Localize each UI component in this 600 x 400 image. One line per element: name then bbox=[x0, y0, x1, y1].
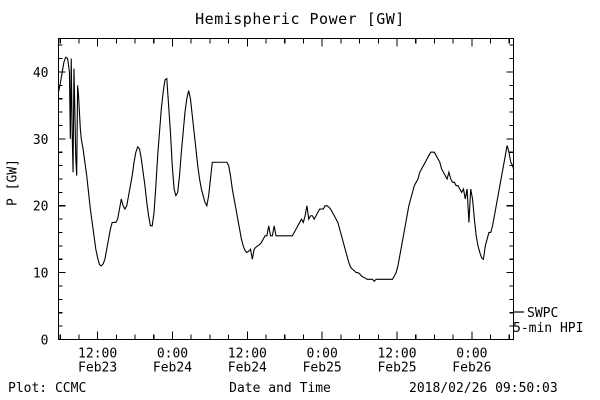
x-tick-label-group: 12:00Feb230:00Feb2412:00Feb240:00Feb2512… bbox=[78, 347, 491, 376]
x-tick-label-time: 12:00 bbox=[228, 347, 267, 362]
data-series-group bbox=[57, 56, 515, 283]
timestamp: 2018/02/26 09:50:03 bbox=[409, 381, 558, 396]
data-series-line bbox=[57, 56, 515, 283]
x-tick-label-time: 0:00 bbox=[456, 347, 487, 362]
plot-credit: Plot: CCMC bbox=[8, 381, 87, 396]
x-tick-label-time: 0:00 bbox=[307, 347, 338, 362]
y-tick-label: 0 bbox=[41, 334, 49, 349]
page-title: Hemispheric Power [GW] bbox=[195, 10, 405, 28]
legend-entry-source: SWPC bbox=[527, 306, 559, 321]
x-tick-label-date: Feb25 bbox=[303, 361, 342, 376]
x-axis-label: Date and Time bbox=[229, 381, 331, 396]
x-tick-label-time: 12:00 bbox=[377, 347, 416, 362]
x-tick-label-time: 0:00 bbox=[157, 347, 188, 362]
x-tick-label-date: Feb23 bbox=[78, 361, 117, 376]
y-tick-label: 30 bbox=[33, 133, 49, 148]
y-tick-label: 20 bbox=[33, 200, 49, 215]
y-tick-label: 10 bbox=[33, 267, 49, 282]
x-axis-ticks bbox=[59, 38, 510, 340]
x-tick-label-date: Feb24 bbox=[228, 361, 267, 376]
y-axis-ticks bbox=[58, 44, 514, 341]
x-tick-label-date: Feb26 bbox=[452, 361, 491, 376]
x-tick-label-time: 12:00 bbox=[78, 347, 117, 362]
legend-entry-product: 5-min HPI bbox=[513, 321, 584, 336]
axes-frame bbox=[57, 37, 515, 341]
y-tick-label-group: 0 10 20 30 40 bbox=[33, 66, 49, 349]
y-tick-label: 40 bbox=[33, 66, 49, 81]
x-tick-label-date: Feb25 bbox=[377, 361, 416, 376]
x-tick-label-date: Feb24 bbox=[153, 361, 192, 376]
